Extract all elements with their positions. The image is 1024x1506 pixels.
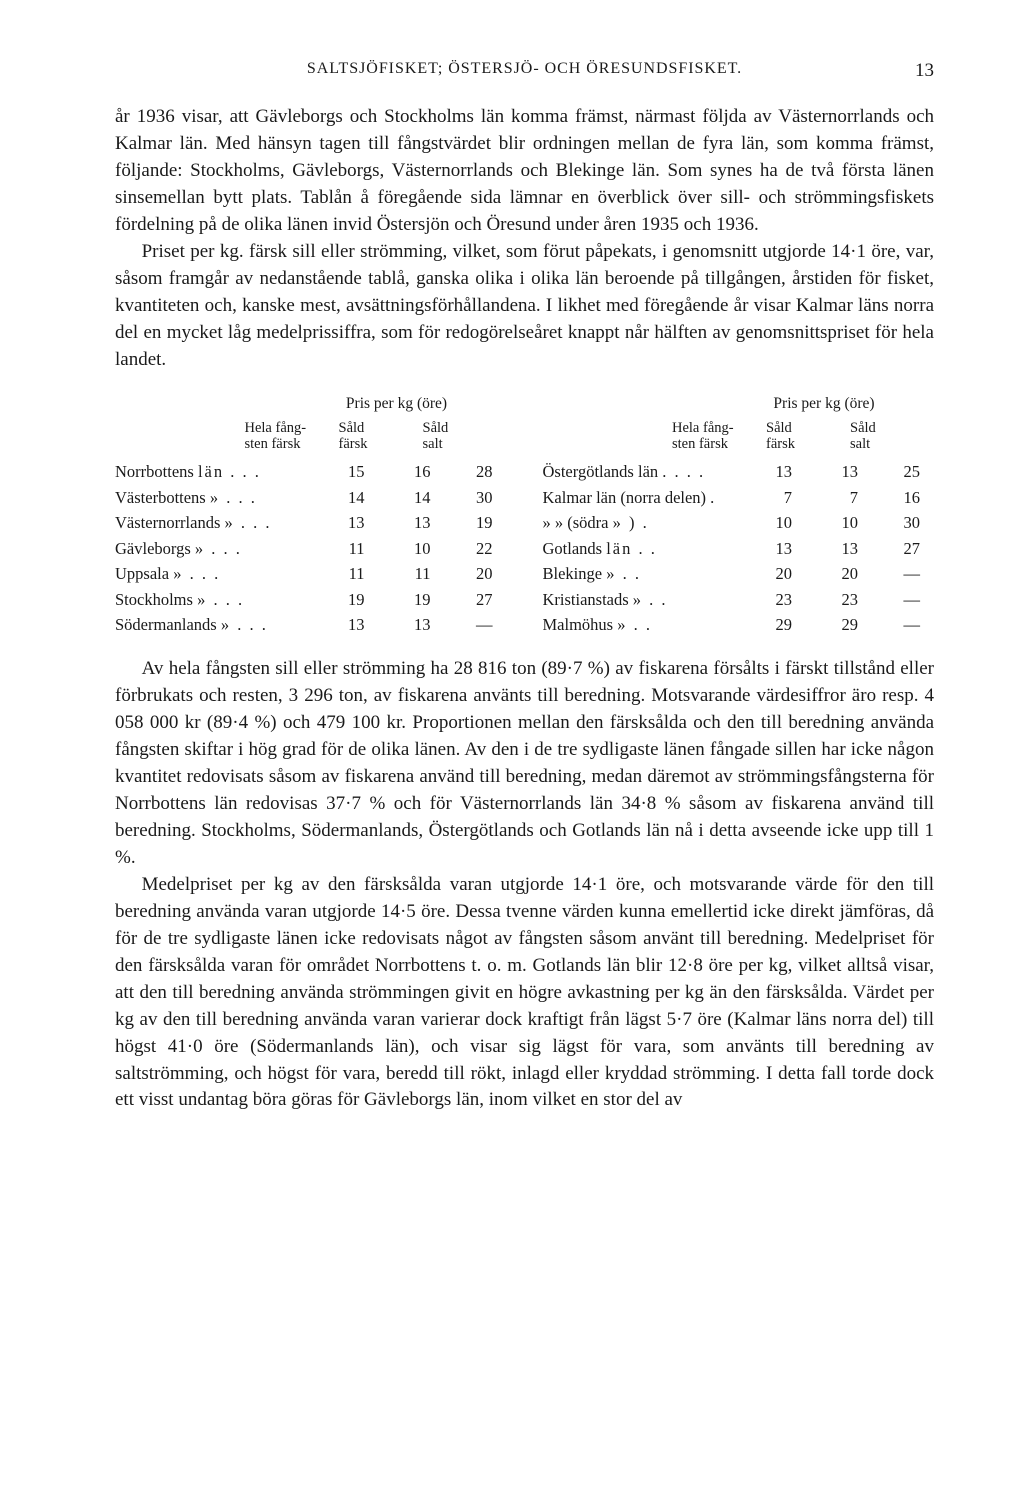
region-label: Södermanlands » . . .	[115, 612, 313, 638]
val-hela: 10	[740, 510, 806, 536]
val-sald-farsk: 13	[806, 459, 872, 485]
val-sald-salt: 27	[445, 587, 507, 613]
val-sald-farsk: 29	[806, 612, 872, 638]
val-hela: 11	[313, 536, 379, 562]
val-sald-salt: —	[872, 587, 934, 613]
val-sald-farsk: 14	[379, 485, 445, 511]
val-sald-farsk: 20	[806, 561, 872, 587]
table-row: Norrbottens län . . .151628	[115, 459, 507, 485]
val-sald-farsk: 19	[379, 587, 445, 613]
table-row: Stockholms » . . .191927	[115, 587, 507, 613]
val-hela: 14	[313, 485, 379, 511]
val-hela: 13	[740, 536, 806, 562]
table-row: Gävleborgs » . . .111022	[115, 536, 507, 562]
val-sald-salt: 19	[445, 510, 507, 536]
region-label: Västernorrlands » . . .	[115, 510, 313, 536]
body-text: år 1936 visar, att Gävleborgs och Stockh…	[115, 104, 934, 374]
val-sald-salt: 22	[445, 536, 507, 562]
region-label: Kalmar län (norra delen) .	[543, 485, 741, 511]
table-row: Södermanlands » . . .1313—	[115, 612, 507, 638]
val-sald-farsk: 13	[379, 612, 445, 638]
col-sald-salt-r: Såldsalt	[850, 420, 934, 453]
table-row: Västernorrlands » . . .131319	[115, 510, 507, 536]
val-hela: 23	[740, 587, 806, 613]
table-left-col: Pris per kg (öre) Hela fång-sten färsk S…	[115, 392, 507, 638]
table-row: Malmöhus » . .2929—	[543, 612, 935, 638]
paragraph-3: Av hela fångsten sill eller strömming ha…	[115, 656, 934, 872]
page-number: 13	[915, 60, 934, 82]
page: SALTSJÖFISKET; ÖSTERSJÖ- OCH ÖRESUNDSFIS…	[0, 0, 1024, 1184]
col-sald-farsk-r: Såldfärsk	[766, 420, 850, 453]
val-sald-salt: 25	[872, 459, 934, 485]
table-row: Gotlands län . .131327	[543, 536, 935, 562]
val-sald-farsk: 11	[379, 561, 445, 587]
table-row: Kalmar län (norra delen) .7716	[543, 485, 935, 511]
val-sald-salt: 30	[445, 485, 507, 511]
table-row: » » (södra » ) .101030	[543, 510, 935, 536]
region-label: Stockholms » . . .	[115, 587, 313, 613]
table-row: Blekinge » . .2020—	[543, 561, 935, 587]
val-sald-farsk: 7	[806, 485, 872, 511]
paragraph-4: Medelpriset per kg av den färsksålda var…	[115, 872, 934, 1115]
val-hela: 11	[313, 561, 379, 587]
val-hela: 13	[740, 459, 806, 485]
price-table: Pris per kg (öre) Hela fång-sten färsk S…	[115, 392, 934, 638]
val-sald-salt: 30	[872, 510, 934, 536]
val-sald-salt: —	[872, 561, 934, 587]
region-label: Västerbottens » . . .	[115, 485, 313, 511]
val-hela: 29	[740, 612, 806, 638]
val-sald-farsk: 23	[806, 587, 872, 613]
val-hela: 20	[740, 561, 806, 587]
col-hela-r: Hela fång-sten färsk	[672, 420, 766, 453]
running-head: SALTSJÖFISKET; ÖSTERSJÖ- OCH ÖRESUNDSFIS…	[115, 60, 934, 78]
table-right-col: Pris per kg (öre) Hela fång-sten färsk S…	[543, 392, 935, 638]
val-sald-farsk: 16	[379, 459, 445, 485]
val-hela: 13	[313, 612, 379, 638]
val-sald-salt: 28	[445, 459, 507, 485]
table-left-rows: Norrbottens län . . .151628Västerbottens…	[115, 459, 507, 638]
val-sald-salt: 20	[445, 561, 507, 587]
region-label: Malmöhus » . .	[543, 612, 741, 638]
val-sald-farsk: 10	[379, 536, 445, 562]
paragraph-2: Priset per kg. färsk sill eller strömmin…	[115, 239, 934, 374]
table-row: Uppsala » . . .111120	[115, 561, 507, 587]
table-row: Kristianstads » . .2323—	[543, 587, 935, 613]
val-sald-salt: 16	[872, 485, 934, 511]
table-header-pris-r: Pris per kg (öre)	[714, 392, 934, 416]
val-sald-farsk: 13	[806, 536, 872, 562]
col-sald-salt: Såldsalt	[423, 420, 507, 453]
table-row: Västerbottens » . . .141430	[115, 485, 507, 511]
region-label: Uppsala » . . .	[115, 561, 313, 587]
region-label: Norrbottens län . . .	[115, 459, 313, 485]
val-hela: 19	[313, 587, 379, 613]
val-sald-salt: —	[872, 612, 934, 638]
val-hela: 15	[313, 459, 379, 485]
region-label: Gotlands län . .	[543, 536, 741, 562]
val-sald-farsk: 13	[379, 510, 445, 536]
region-label: Östergötlands län . . . .	[543, 459, 741, 485]
table-row: Östergötlands län . . . .131325	[543, 459, 935, 485]
body-text-2: Av hela fångsten sill eller strömming ha…	[115, 656, 934, 1114]
region-label: Kristianstads » . .	[543, 587, 741, 613]
val-hela: 7	[740, 485, 806, 511]
region-label: Gävleborgs » . . .	[115, 536, 313, 562]
val-sald-farsk: 10	[806, 510, 872, 536]
val-hela: 13	[313, 510, 379, 536]
table-right-rows: Östergötlands län . . . .131325Kalmar lä…	[543, 459, 935, 638]
paragraph-1: år 1936 visar, att Gävleborgs och Stockh…	[115, 104, 934, 239]
region-label: » » (södra » ) .	[543, 510, 741, 536]
val-sald-salt: —	[445, 612, 507, 638]
table-header-pris: Pris per kg (öre)	[287, 392, 507, 416]
val-sald-salt: 27	[872, 536, 934, 562]
header-row: SALTSJÖFISKET; ÖSTERSJÖ- OCH ÖRESUNDSFIS…	[115, 60, 934, 78]
col-sald-farsk: Såldfärsk	[339, 420, 423, 453]
col-hela: Hela fång-sten färsk	[245, 420, 339, 453]
region-label: Blekinge » . .	[543, 561, 741, 587]
